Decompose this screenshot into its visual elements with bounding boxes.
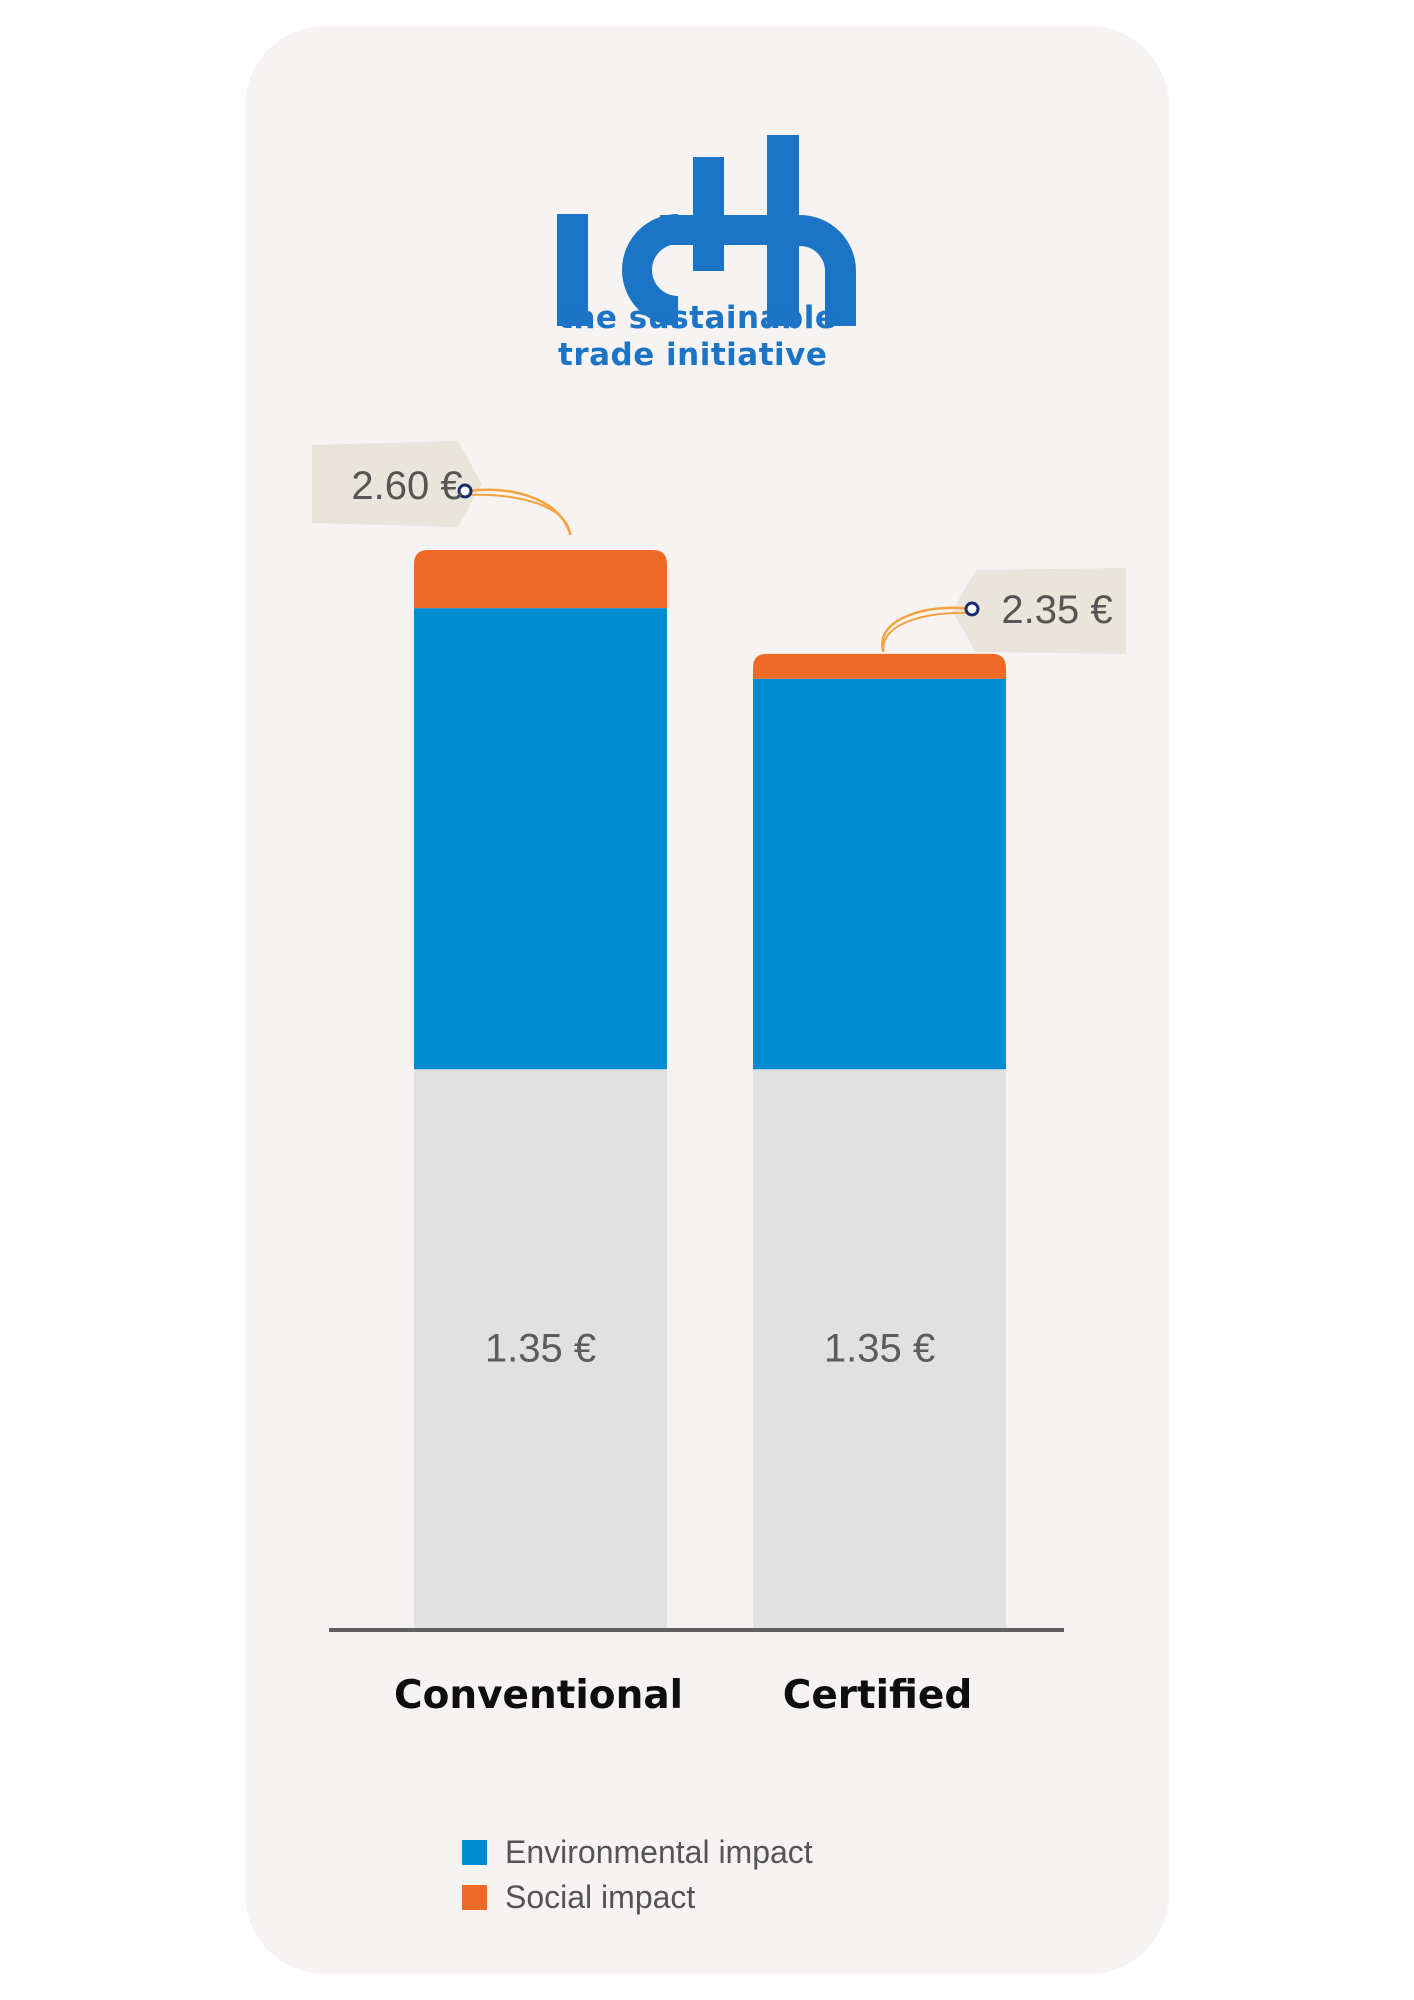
legend-label-environmental: Environmental impact <box>505 1834 813 1870</box>
bar-certified-environmental <box>753 678 1006 1070</box>
idh-logo <box>557 135 856 326</box>
price-tag-conventional <box>312 441 482 527</box>
price-tag-string-certified <box>881 606 973 653</box>
base-value-label-certified: 1.35 € <box>824 1327 935 1371</box>
legend-swatch-social <box>462 1885 487 1910</box>
price-tag-string2-conventional <box>464 493 572 536</box>
price-tag-eyelet-conventional <box>457 483 473 499</box>
legend-swatch-environmental <box>462 1840 487 1865</box>
total-value-label-conventional: 2.60 € <box>351 464 462 508</box>
bar-certified-base <box>753 1069 1006 1630</box>
price-tag-certified <box>952 568 1126 654</box>
price-tag-eyelet-certified <box>964 601 980 617</box>
legend: Environmental impact Social impact <box>462 1830 813 1920</box>
bar-certified-social <box>753 653 1006 679</box>
legend-item-social: Social impact <box>462 1875 813 1920</box>
base-value-label-conventional: 1.35 € <box>485 1327 596 1371</box>
bar-conventional-base <box>414 1069 667 1630</box>
legend-label-social: Social impact <box>505 1879 696 1915</box>
logo-tagline-line2: trade initiative <box>558 337 828 373</box>
chart-card <box>245 26 1169 1974</box>
logo-tagline-line1: the sustainable <box>558 300 837 336</box>
logo-tagline: the sustainable trade initiative <box>558 300 836 374</box>
x-tick-label-certified: Certified <box>783 1673 973 1718</box>
bar-conventional-social <box>414 550 667 609</box>
bar-conventional-environmental <box>414 608 667 1070</box>
x-tick-label-conventional: Conventional <box>394 1673 683 1718</box>
total-value-label-certified: 2.35 € <box>1001 588 1112 632</box>
legend-item-environmental: Environmental impact <box>462 1830 813 1875</box>
price-tag-string2-certified <box>882 611 973 652</box>
